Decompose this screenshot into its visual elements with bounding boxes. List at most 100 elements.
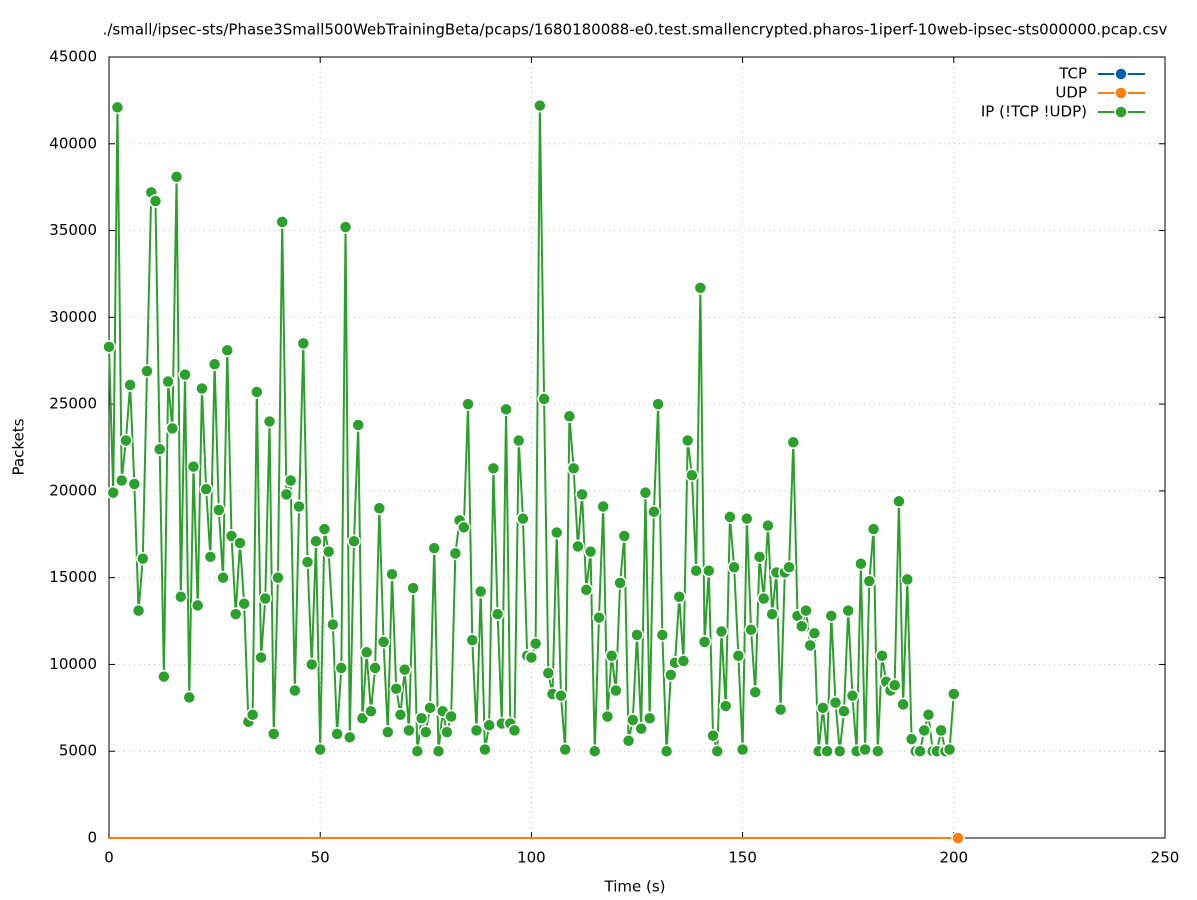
y-tick-label: 40000 bbox=[49, 134, 97, 152]
y-tick-label: 20000 bbox=[49, 481, 97, 499]
data-point bbox=[824, 609, 839, 623]
data-point bbox=[365, 837, 368, 839]
data-point bbox=[298, 837, 301, 839]
data-point bbox=[179, 837, 182, 839]
data-point bbox=[604, 649, 619, 663]
data-point bbox=[875, 649, 889, 663]
data-point bbox=[947, 687, 961, 701]
data-point bbox=[368, 661, 382, 675]
data-point bbox=[855, 837, 858, 839]
data-point bbox=[374, 837, 377, 839]
data-point bbox=[140, 364, 154, 378]
data-point bbox=[685, 468, 699, 483]
data-point bbox=[528, 636, 543, 651]
data-point bbox=[478, 742, 492, 757]
data-point bbox=[517, 837, 520, 839]
data-point bbox=[809, 837, 812, 839]
data-point bbox=[803, 638, 817, 653]
data-point bbox=[799, 603, 813, 618]
data-point bbox=[397, 662, 412, 677]
data-point bbox=[644, 837, 647, 839]
data-point bbox=[575, 487, 589, 502]
data-point bbox=[944, 837, 947, 839]
data-point bbox=[845, 688, 860, 703]
data-point bbox=[157, 669, 171, 684]
data-point bbox=[266, 727, 281, 741]
data-point bbox=[321, 544, 336, 559]
data-point bbox=[564, 837, 567, 839]
data-point bbox=[281, 837, 284, 839]
data-point bbox=[120, 837, 123, 839]
data-point bbox=[602, 837, 605, 839]
y-tick-label: 45000 bbox=[49, 48, 97, 66]
data-point bbox=[319, 837, 322, 839]
data-point bbox=[492, 837, 495, 839]
data-point bbox=[893, 837, 896, 839]
data-point bbox=[288, 683, 302, 698]
data-point bbox=[330, 727, 344, 741]
data-point bbox=[399, 837, 402, 839]
data-point bbox=[914, 837, 917, 839]
data-point bbox=[161, 374, 175, 389]
data-point bbox=[131, 603, 146, 618]
data-point bbox=[782, 560, 796, 575]
data-point bbox=[800, 837, 803, 839]
data-point bbox=[305, 657, 319, 672]
data-point bbox=[343, 730, 357, 745]
data-point bbox=[309, 534, 323, 548]
data-point bbox=[381, 725, 395, 739]
data-point bbox=[651, 397, 665, 411]
data-point bbox=[137, 837, 140, 839]
legend-swatch bbox=[1114, 86, 1128, 100]
legend-label: UDP bbox=[1055, 84, 1087, 102]
data-point bbox=[306, 837, 309, 839]
data-point bbox=[669, 837, 672, 839]
data-point bbox=[680, 433, 695, 448]
data-point bbox=[327, 837, 330, 839]
data-point bbox=[951, 831, 965, 845]
data-point bbox=[188, 837, 191, 839]
data-point bbox=[571, 539, 585, 554]
y-tick-label: 5000 bbox=[59, 742, 97, 760]
data-point bbox=[158, 837, 161, 839]
data-point bbox=[880, 837, 883, 839]
data-point bbox=[123, 378, 137, 392]
data-point bbox=[423, 701, 437, 715]
data-point bbox=[826, 837, 829, 839]
data-point bbox=[695, 837, 698, 839]
data-point bbox=[195, 381, 209, 396]
data-point bbox=[323, 837, 326, 839]
data-point bbox=[184, 837, 187, 839]
data-point bbox=[579, 583, 594, 597]
data-point bbox=[245, 708, 260, 722]
data-point bbox=[513, 837, 516, 839]
data-point bbox=[657, 837, 660, 839]
data-point bbox=[199, 482, 213, 496]
data-point bbox=[923, 837, 926, 839]
data-point bbox=[723, 510, 737, 524]
data-point bbox=[102, 340, 116, 354]
data-point bbox=[279, 487, 294, 502]
data-point bbox=[292, 499, 306, 514]
data-point bbox=[712, 837, 715, 839]
data-point bbox=[419, 725, 433, 739]
data-point bbox=[892, 494, 906, 509]
data-point bbox=[112, 837, 115, 839]
data-point bbox=[716, 837, 719, 839]
data-point bbox=[462, 837, 465, 839]
data-point bbox=[589, 837, 592, 839]
data-point bbox=[490, 607, 505, 621]
data-point bbox=[361, 837, 364, 839]
data-point bbox=[636, 837, 638, 839]
data-point bbox=[196, 837, 199, 839]
data-point bbox=[467, 837, 470, 839]
y-tick-label: 0 bbox=[87, 829, 97, 847]
data-point bbox=[816, 701, 830, 715]
data-point bbox=[919, 837, 922, 839]
data-point bbox=[141, 837, 144, 839]
data-point bbox=[479, 837, 482, 839]
data-point bbox=[866, 522, 881, 536]
data-point bbox=[638, 485, 653, 500]
x-tick-label: 150 bbox=[728, 849, 757, 867]
